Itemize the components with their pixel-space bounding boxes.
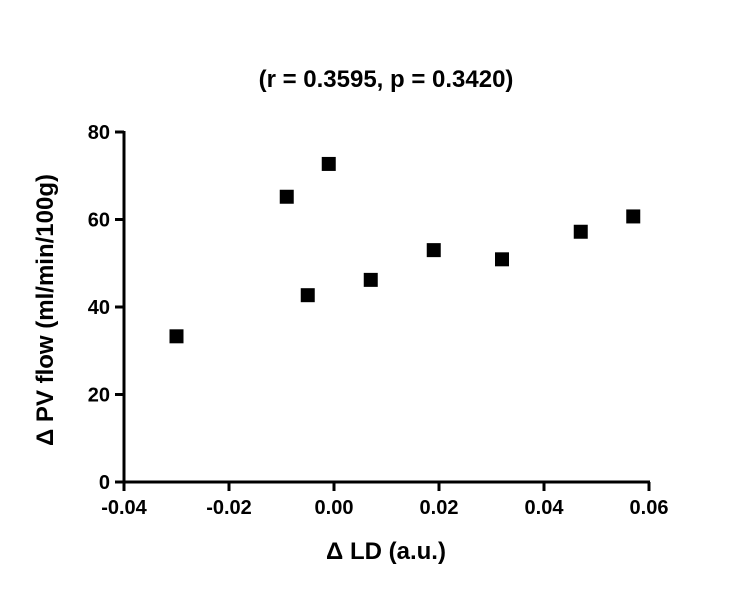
y-axis-label: Δ PV flow (ml/min/100g) — [32, 174, 59, 446]
data-point — [495, 252, 509, 267]
data-point — [169, 329, 184, 344]
axes — [122, 131, 650, 484]
y-tick-label: 20 — [88, 385, 110, 407]
data-point — [279, 189, 294, 204]
x-tick-label: -0.04 — [101, 497, 147, 519]
data-point — [321, 156, 336, 171]
y-tick-label: 0 — [99, 472, 110, 494]
data-point — [300, 288, 315, 303]
ticks: 0 20 40 60 80 -0.04 -0.02 0.00 0.02 0.04 0.06 — [88, 122, 669, 519]
data-points — [169, 156, 641, 344]
y-tick-label: 60 — [88, 210, 110, 232]
x-tick-label: 0.02 — [420, 497, 459, 519]
x-tick-label: 0.00 — [315, 497, 354, 519]
data-point — [626, 209, 641, 224]
y-tick-label: 80 — [88, 122, 110, 144]
data-point — [363, 272, 378, 287]
x-tick-label: 0.04 — [525, 497, 565, 519]
x-tick-label: -0.02 — [206, 497, 252, 519]
chart-title: (r = 0.3595, p = 0.3420) — [259, 66, 514, 93]
x-tick-label: 0.06 — [630, 497, 669, 519]
y-tick-label: 40 — [88, 297, 110, 319]
data-point — [573, 224, 588, 239]
x-axis-label: Δ LD (a.u.) — [326, 538, 446, 565]
data-point — [426, 243, 441, 258]
